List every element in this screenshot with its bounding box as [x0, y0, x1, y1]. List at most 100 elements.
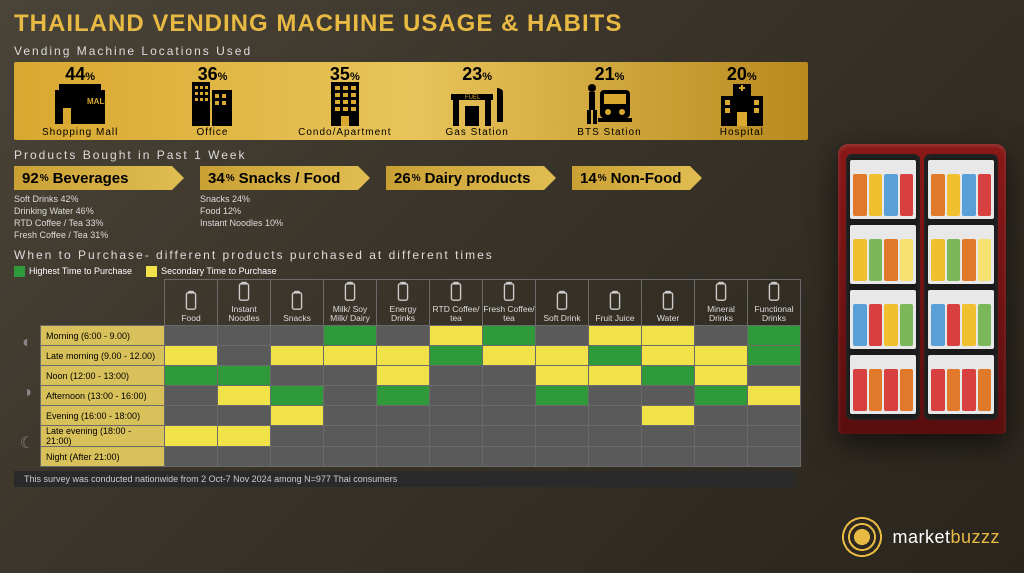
- legend-secondary-label: Secondary Time to Purchase: [161, 266, 277, 276]
- grid-cell: [483, 447, 536, 467]
- vending-item: [900, 174, 914, 216]
- time-row: Afternoon (13:00 - 16:00): [41, 386, 801, 406]
- location-label: Office: [197, 127, 229, 138]
- location-bts: 21% BTS Station: [543, 62, 675, 140]
- mall-icon: MALL: [53, 82, 107, 126]
- location-label: BTS Station: [577, 127, 641, 138]
- product-subline: Instant Noodles 10%: [200, 217, 370, 229]
- category-label: Instant Noodles: [228, 304, 259, 323]
- product-arrow: 14% Non-Food: [572, 166, 702, 190]
- grid-cell: [377, 366, 430, 386]
- vending-item: [869, 239, 883, 281]
- grid-cell: [324, 447, 377, 467]
- grid-cell: [271, 447, 324, 467]
- grid-cell: [483, 426, 536, 447]
- product-col: 26% Dairy products: [386, 166, 556, 242]
- vending-item: [931, 369, 945, 411]
- sun-icon: ◐: [14, 323, 40, 363]
- grid-cell: [589, 346, 642, 366]
- location-pct: 23%: [462, 64, 492, 85]
- time-row: Evening (16:00 - 18:00): [41, 406, 801, 426]
- location-pct: 21%: [595, 64, 625, 85]
- location-label: Condo/Apartment: [298, 127, 391, 138]
- time-row-label: Noon (12:00 - 13:00): [41, 366, 165, 386]
- category-header: Mineral Drinks: [695, 279, 748, 326]
- grid-cell: [748, 366, 801, 386]
- location-label: Shopping Mall: [42, 127, 118, 138]
- time-row-label: Afternoon (13:00 - 16:00): [41, 386, 165, 406]
- vending-item: [978, 369, 992, 411]
- condo-icon: [325, 80, 365, 126]
- grid-cell: [271, 406, 324, 426]
- grid-cell: [536, 386, 589, 406]
- vending-item: [962, 239, 976, 281]
- vending-item: [931, 304, 945, 346]
- product-subline: Drinking Water 46%: [14, 205, 184, 217]
- category-label: Milk/ Soy Milk/ Dairy: [330, 304, 370, 323]
- vending-machine-illustration: [838, 144, 1006, 434]
- location-label: Hospital: [720, 127, 764, 138]
- category-label: Mineral Drinks: [707, 304, 735, 323]
- locations-strip: 44%MALLShopping Mall36%Office35%Condo/Ap…: [14, 62, 808, 140]
- logo-word-1: market: [892, 527, 950, 547]
- grid-cell: [695, 386, 748, 406]
- moon-icon: ◑: [14, 363, 40, 423]
- grid-cell: [536, 326, 589, 346]
- category-label: Soft Drink: [543, 313, 580, 323]
- grid-cell: [165, 386, 218, 406]
- vending-item: [869, 174, 883, 216]
- product-subline: RTD Coffee / Tea 33%: [14, 217, 184, 229]
- grid-cell: [377, 386, 430, 406]
- when-heading: When to Purchase- different products pur…: [14, 248, 808, 262]
- product-col: 34% Snacks / FoodSnacks 24%Food 12%Insta…: [200, 166, 370, 242]
- product-subline: Fresh Coffee / Tea 31%: [14, 229, 184, 241]
- grid-cell: [483, 366, 536, 386]
- vending-item: [884, 174, 898, 216]
- grid-cell: [483, 346, 536, 366]
- vending-item: [869, 304, 883, 346]
- grid-cell: [695, 366, 748, 386]
- grid-cell: [324, 406, 377, 426]
- svg-text:MALL: MALL: [87, 97, 107, 106]
- location-mall: 44% MALL Shopping Mall: [14, 62, 146, 140]
- category-header: Energy Drinks: [377, 279, 430, 326]
- location-pct: 44%: [65, 64, 95, 85]
- grid-cell: [642, 406, 695, 426]
- legend: Highest Time to Purchase Secondary Time …: [14, 266, 808, 277]
- grid-cell: [695, 346, 748, 366]
- category-header: RTD Coffee/ tea: [430, 279, 483, 326]
- grid-cell: [377, 326, 430, 346]
- grid-cell: [324, 366, 377, 386]
- product-arrow: 92% Beverages: [14, 166, 184, 190]
- vending-shelf: [850, 225, 916, 284]
- office-icon: [188, 80, 236, 126]
- category-header: Food: [165, 279, 218, 326]
- grid-cell: [748, 386, 801, 406]
- grid-cell: [218, 326, 271, 346]
- grid-cell: [377, 346, 430, 366]
- logo-text: marketbuzzz: [892, 527, 1000, 548]
- grid-cell: [324, 386, 377, 406]
- grid-cell: [218, 386, 271, 406]
- category-header: Milk/ Soy Milk/ Dairy: [324, 279, 377, 326]
- night-icon: ☾: [14, 423, 40, 463]
- legend-swatch-secondary: [146, 266, 157, 277]
- vending-shelf: [928, 225, 994, 284]
- vending-item: [900, 239, 914, 281]
- product-col: 14% Non-Food: [572, 166, 702, 242]
- vending-item: [962, 304, 976, 346]
- category-label: Food: [181, 313, 200, 323]
- grid-cell: [642, 326, 695, 346]
- vending-item: [853, 369, 867, 411]
- time-row-label: Night (After 21:00): [41, 447, 165, 467]
- grid-cell: [430, 447, 483, 467]
- vending-item: [884, 239, 898, 281]
- bts-icon: [584, 80, 634, 126]
- vending-door: [846, 154, 920, 420]
- grid-cell: [748, 346, 801, 366]
- grid-cell: [430, 366, 483, 386]
- products-heading: Products Bought in Past 1 Week: [14, 148, 808, 162]
- vending-item: [931, 239, 945, 281]
- time-row-label: Late morning (9.00 - 12.00): [41, 346, 165, 366]
- grid-cell: [165, 326, 218, 346]
